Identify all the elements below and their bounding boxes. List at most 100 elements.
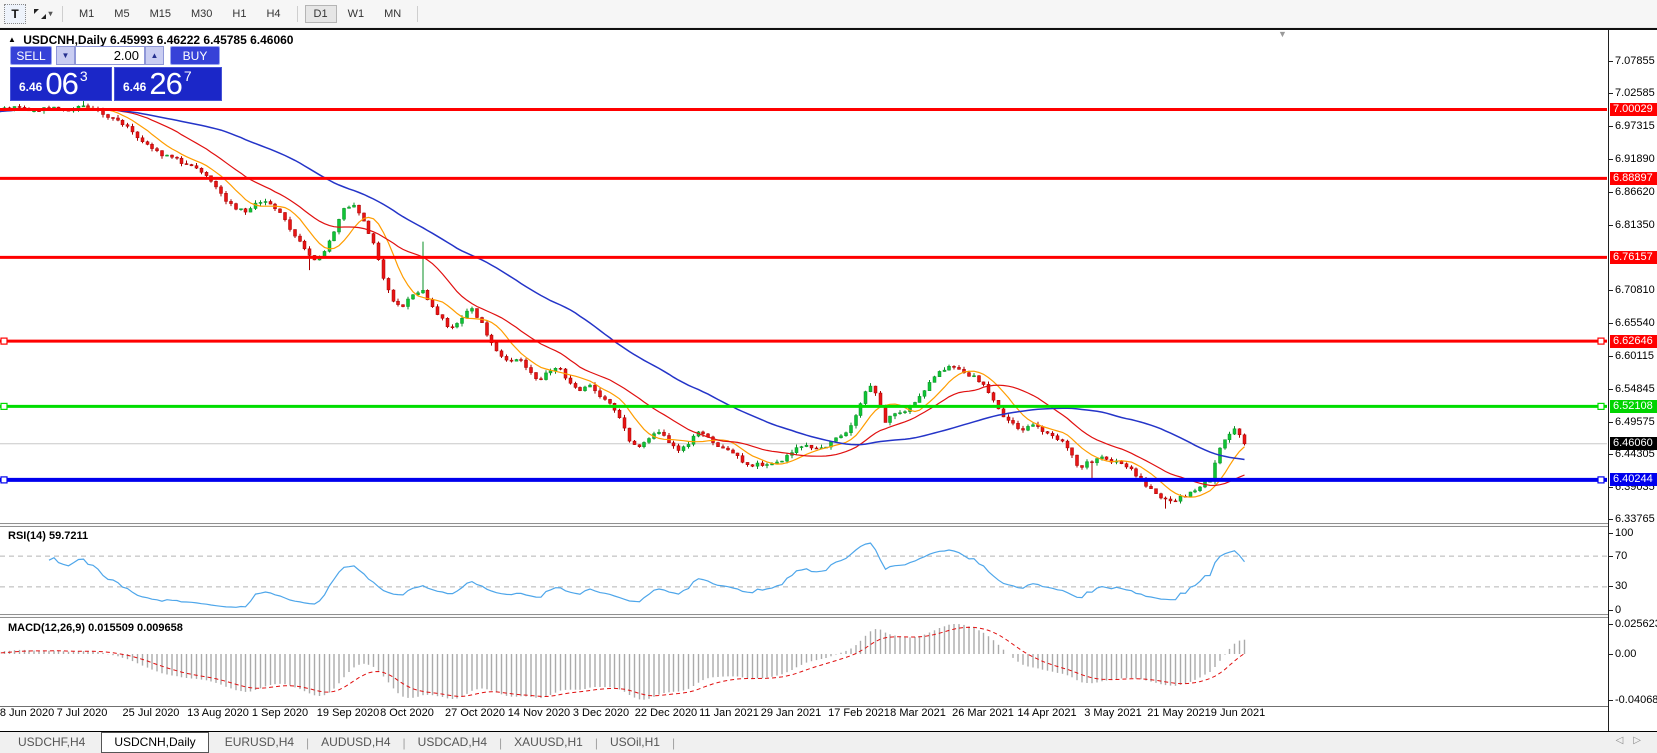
rsi-layer: [0, 542, 1607, 608]
arrows-tool-icon[interactable]: ▾: [30, 5, 56, 23]
macd-axis-label: 0.00: [1615, 647, 1637, 660]
volume-input[interactable]: [75, 46, 145, 65]
date-axis-label: 7 Jul 2020: [56, 707, 108, 719]
timeframe-button-m1[interactable]: M1: [79, 7, 95, 20]
date-axis-label: 1 Sep 2020: [251, 707, 309, 719]
price-tick: [1609, 519, 1613, 521]
diagonal-arrows-icon: [34, 8, 47, 19]
price-line-label[interactable]: 6.62646: [1610, 334, 1657, 348]
chart-tab-usoil-h1[interactable]: USOil,H1: [609, 735, 660, 749]
text-tool-icon[interactable]: T: [4, 3, 26, 24]
chart-tab-audusd-h4[interactable]: AUDUSD,H4: [321, 735, 391, 749]
sell-price-digits: 06: [45, 66, 78, 101]
pane-separator[interactable]: [0, 523, 1657, 524]
chart-tab-bar: USDCHF,H4 USDCNH,Daily EURUSD,H4 | AUDUSD,H4…: [0, 731, 1657, 753]
date-axis-label: 8 Oct 2020: [380, 707, 434, 719]
tab-separator: |: [402, 735, 406, 750]
macd-axis-label: 0.025623: [1615, 617, 1657, 630]
date-axis-label: 18 Jun 2020: [0, 707, 55, 719]
chart-canvas[interactable]: [0, 30, 1608, 733]
tab-scroll-right-icon[interactable]: ▷: [1633, 735, 1651, 746]
price-axis-label: 6.33765: [1615, 513, 1655, 526]
timeframe-button-m5[interactable]: M5: [114, 7, 130, 20]
pane-separator: [0, 617, 1657, 618]
date-axis-label: 3 May 2021: [1084, 707, 1142, 719]
rsi-tick: [1609, 555, 1613, 557]
price-axis-label: 6.81350: [1615, 218, 1655, 231]
chevron-down-icon: ▾: [48, 9, 53, 18]
pane-separator: [0, 524, 1657, 526]
price-axis-label: 7.07855: [1615, 54, 1655, 67]
date-axis-label: 22 Dec 2020: [634, 707, 698, 719]
tab-separator: |: [499, 735, 503, 750]
timeframe-buttons: M1 M5 M15 M30 H1 H4 D1 W1 MN: [69, 4, 411, 23]
volume-increase-button[interactable]: ▲: [145, 46, 164, 65]
chart-tab-xauusd-h1[interactable]: XAUUSD,H1: [514, 735, 583, 749]
ma-line-8: [0, 107, 1245, 498]
buy-button[interactable]: BUY: [170, 46, 220, 65]
timeframe-button-mn[interactable]: MN: [384, 7, 402, 20]
rsi-axis-label: 100: [1615, 526, 1634, 539]
price-axis-label: 7.02585: [1615, 87, 1655, 100]
buy-price-display[interactable]: 6.46 26 7: [114, 67, 222, 101]
date-axis-label: 11 Jan 2021: [699, 707, 759, 719]
chart-tab-usdchf-h4[interactable]: USDCHF,H4: [18, 735, 86, 749]
chart-tab-eurusd-h4[interactable]: EURUSD,H4: [224, 735, 295, 749]
price-line-label[interactable]: 6.52108: [1610, 399, 1657, 413]
price-tick: [1609, 356, 1613, 358]
sell-price-prefix: 6.46: [19, 80, 43, 94]
price-axis-label: 6.65540: [1615, 316, 1655, 329]
date-axis-label: 21 May 2021: [1147, 707, 1211, 719]
price-line-label[interactable]: 7.00029: [1610, 102, 1657, 116]
price-axis-label: 6.91890: [1615, 153, 1655, 166]
price-axis-label: 6.70810: [1615, 283, 1655, 296]
rsi-axis-label: 30: [1615, 580, 1628, 593]
rsi-axis-label: 0: [1615, 603, 1622, 616]
price-tick: [1609, 125, 1613, 127]
buy-price-prefix: 6.46: [123, 80, 147, 94]
tab-scroll-left-icon[interactable]: ◁: [1615, 735, 1634, 746]
price-tick: [1609, 289, 1613, 291]
date-axis-label: 14 Nov 2020: [507, 707, 571, 719]
price-axis-label: 6.86620: [1615, 186, 1655, 199]
timeframe-button-m15[interactable]: M15: [149, 7, 171, 20]
price-tick: [1609, 421, 1613, 423]
toolbar-separator: [296, 5, 298, 22]
price-tick: [1609, 159, 1613, 161]
sell-price-display[interactable]: 6.46 06 3: [10, 67, 112, 101]
chart-tab-usdcnh-daily[interactable]: USDCNH,Daily: [101, 732, 209, 753]
price-axis[interactable]: 7.07855 7.02585 6.97315 6.91890 6.86620 6.813…: [1608, 30, 1657, 733]
macd-layer: [0, 624, 1246, 700]
collapse-triangle-icon[interactable]: ▲: [8, 35, 16, 44]
date-axis-label: 17 Feb 2021: [828, 707, 890, 719]
pane-separator: [0, 615, 1657, 617]
timeframe-button-h1[interactable]: H1: [232, 7, 247, 20]
date-axis-label: 8 Mar 2021: [890, 707, 946, 719]
date-axis-label: 9 Jun 2021: [1210, 707, 1266, 719]
pane-separator[interactable]: [0, 614, 1657, 615]
rsi-axis-label: 70: [1615, 549, 1628, 562]
price-line-label[interactable]: 6.88897: [1610, 171, 1657, 185]
horizontal-lines-layer[interactable]: [0, 108, 1607, 484]
pane-separator: [0, 526, 1657, 527]
price-axis-label: 6.60115: [1615, 350, 1654, 363]
macd-label: MACD(12,26,9) 0.015509 0.009658: [8, 622, 183, 634]
top-toolbar: T ▾ M1 M5 M15 M30 H1 H4 D1 W1 MN: [0, 0, 1657, 27]
chart-title: ▲ USDCNH,Daily 6.45993 6.46222 6.45785 6…: [8, 33, 293, 47]
sell-price-pip: 3: [79, 68, 88, 84]
timeframe-button-w1[interactable]: W1: [347, 7, 365, 20]
price-line-label[interactable]: 6.76157: [1610, 250, 1657, 264]
chart-shift-marker-icon[interactable]: ▼: [1278, 29, 1287, 39]
timeframe-button-m30[interactable]: M30: [190, 7, 213, 20]
price-line-label[interactable]: 6.40244: [1610, 473, 1657, 487]
chart-tab-usdcad-h4[interactable]: USDCAD,H4: [417, 735, 488, 749]
timeframe-button-h4[interactable]: H4: [266, 7, 281, 20]
rsi-tick: [1609, 532, 1613, 534]
price-axis-label: 6.97315: [1615, 119, 1655, 132]
macd-tick: [1609, 623, 1613, 625]
tab-separator: |: [594, 735, 598, 750]
sell-button[interactable]: SELL: [10, 46, 52, 65]
chart-title-ohlc: 6.45993 6.46222 6.45785 6.46060: [109, 33, 294, 47]
timeframe-button-d1[interactable]: D1: [304, 4, 337, 23]
volume-decrease-button[interactable]: ▼: [56, 46, 75, 65]
